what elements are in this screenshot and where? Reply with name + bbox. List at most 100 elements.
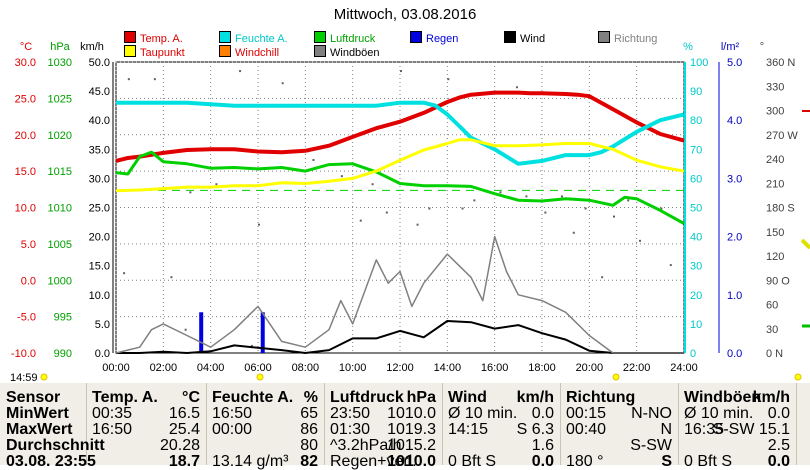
direction-dot bbox=[613, 215, 615, 218]
sun-icon bbox=[794, 373, 802, 381]
series-line-feuchte-a- bbox=[116, 100, 685, 166]
legend-swatch bbox=[314, 45, 326, 57]
direction-dot bbox=[340, 175, 343, 178]
pressure-tick-label: 995 bbox=[54, 312, 72, 324]
direction-dot bbox=[153, 78, 156, 81]
legend-label: Regen bbox=[426, 33, 459, 45]
direction-time: 00:15 bbox=[566, 405, 607, 422]
dewpoint-marker bbox=[800, 238, 810, 250]
legend-item: Temp. A. bbox=[124, 31, 183, 45]
direction-dot bbox=[515, 86, 518, 89]
direction-tick-label: 0 N bbox=[766, 348, 783, 360]
direction-header: Richtung bbox=[566, 389, 636, 406]
wind-unit: km/h bbox=[516, 389, 554, 406]
pressure-value: 1019.3 bbox=[387, 421, 436, 438]
humidity-tick-label: 10 bbox=[690, 319, 702, 331]
direction-dot bbox=[281, 82, 284, 85]
legend-item: Richtung bbox=[598, 31, 657, 45]
legend-swatch bbox=[314, 31, 326, 43]
temp-tick-label: -5.0 bbox=[17, 312, 36, 324]
temp-value: 25.4 bbox=[168, 421, 200, 438]
legend-item: Luftdruck bbox=[314, 31, 375, 45]
legend-item: Wind bbox=[504, 31, 545, 45]
time-tick-label: 22:00 bbox=[623, 362, 651, 374]
humidity-unit: % bbox=[303, 389, 318, 406]
rain-tick-label: 0.0 bbox=[727, 348, 742, 360]
temp-header: Temp. A. bbox=[92, 389, 158, 406]
wind-value: 0.0 bbox=[531, 453, 554, 470]
legend-item: Regen bbox=[410, 31, 458, 45]
direction-dot bbox=[601, 276, 604, 279]
time-tick-label: 20:00 bbox=[576, 362, 604, 374]
pressure-tick-label: 1030 bbox=[48, 57, 72, 69]
sensor-row-label: Durchschnitt bbox=[6, 437, 105, 454]
sun-icon bbox=[256, 373, 264, 381]
humidity-tick-label: 50 bbox=[690, 203, 702, 215]
direction-tick-label: 240 bbox=[766, 154, 784, 166]
direction-dot bbox=[385, 211, 388, 214]
pressure-header: Luftdruck bbox=[330, 389, 404, 406]
temp-unit: °C bbox=[182, 389, 200, 406]
humidity-tick-label: 100 bbox=[690, 57, 708, 69]
legend-swatch bbox=[504, 31, 516, 43]
legend-swatch bbox=[598, 31, 610, 43]
pressure-value: 1010.0 bbox=[387, 453, 436, 470]
direction-dot bbox=[371, 183, 374, 186]
humidity-tick-label: 60 bbox=[690, 173, 702, 185]
wind-tick-label: 50.0 bbox=[89, 57, 110, 69]
wind-value: 1.6 bbox=[531, 437, 554, 454]
legend-label: Windchill bbox=[235, 47, 280, 59]
rain-tick-label: 2.0 bbox=[727, 232, 742, 244]
wind-time: Ø 10 min. bbox=[448, 405, 518, 422]
temp-tick-label: 25.0 bbox=[15, 93, 36, 105]
direction-tick-label: 180 S bbox=[766, 203, 795, 215]
humidity-header: Feuchte A. bbox=[212, 389, 294, 406]
time-tick-label: 12:00 bbox=[386, 362, 414, 374]
direction-dot bbox=[215, 183, 218, 186]
legend-label: Windböen bbox=[330, 47, 380, 59]
pressure-time: ^3.2hPa/h bbox=[330, 437, 402, 454]
time-tick-label: 08:00 bbox=[292, 362, 320, 374]
gusts-value: 0.0 bbox=[767, 405, 790, 422]
legend-swatch bbox=[219, 45, 231, 57]
gusts-header: Windböen bbox=[684, 389, 762, 406]
sensor-row-label: MinWert bbox=[6, 405, 69, 422]
statistics-table bbox=[0, 383, 810, 465]
temp-value: 20.28 bbox=[159, 437, 200, 454]
temp-time: 16:50 bbox=[92, 421, 133, 438]
temp-tick-label: 15.0 bbox=[15, 166, 36, 178]
pressure-tick-label: 1005 bbox=[48, 239, 72, 251]
wind-tick-label: 30.0 bbox=[89, 173, 110, 185]
chart-title: Mittwoch, 03.08.2016 bbox=[333, 6, 477, 23]
temp-tick-label: 20.0 bbox=[15, 130, 36, 142]
humidity-tick-label: 30 bbox=[690, 261, 702, 273]
time-tick-label: 16:00 bbox=[481, 362, 509, 374]
temp-tick-label: 0.0 bbox=[21, 275, 36, 287]
rain-tick-label: 3.0 bbox=[727, 173, 742, 185]
sensor-row-label: MaxWert bbox=[6, 421, 73, 438]
humidity-value: 65 bbox=[300, 405, 318, 422]
wind-tick-label: 15.0 bbox=[89, 261, 110, 273]
temp-time: 00:35 bbox=[92, 405, 133, 422]
gusts-value: 2.5 bbox=[767, 437, 790, 454]
direction-unit-label: ° bbox=[760, 41, 764, 53]
pressure-tick-label: 1010 bbox=[48, 203, 72, 215]
wind-tick-label: 10.0 bbox=[89, 290, 110, 302]
time-tick-label: 02:00 bbox=[150, 362, 178, 374]
pressure-unit-label: hPa bbox=[50, 41, 70, 53]
direction-dot bbox=[499, 191, 502, 194]
wind-value: S 6.3 bbox=[516, 421, 554, 438]
sun-icon bbox=[612, 373, 620, 381]
direction-dot bbox=[572, 231, 575, 234]
pressure-tick-label: 990 bbox=[54, 348, 72, 360]
direction-dot bbox=[447, 78, 450, 81]
rain-tick-label: 1.0 bbox=[727, 290, 742, 302]
humidity-value: 80 bbox=[300, 437, 318, 454]
direction-dot bbox=[639, 239, 642, 242]
humidity-unit-label: % bbox=[683, 41, 693, 53]
legend-item: Feuchte A. bbox=[219, 31, 288, 45]
direction-dot bbox=[123, 272, 126, 275]
legend-item: Windböen bbox=[314, 45, 380, 59]
time-tick-label: 24:00 bbox=[670, 362, 698, 374]
weather-chart: 30.025.020.015.010.05.00.0-5.0-10.010301… bbox=[10, 41, 810, 383]
